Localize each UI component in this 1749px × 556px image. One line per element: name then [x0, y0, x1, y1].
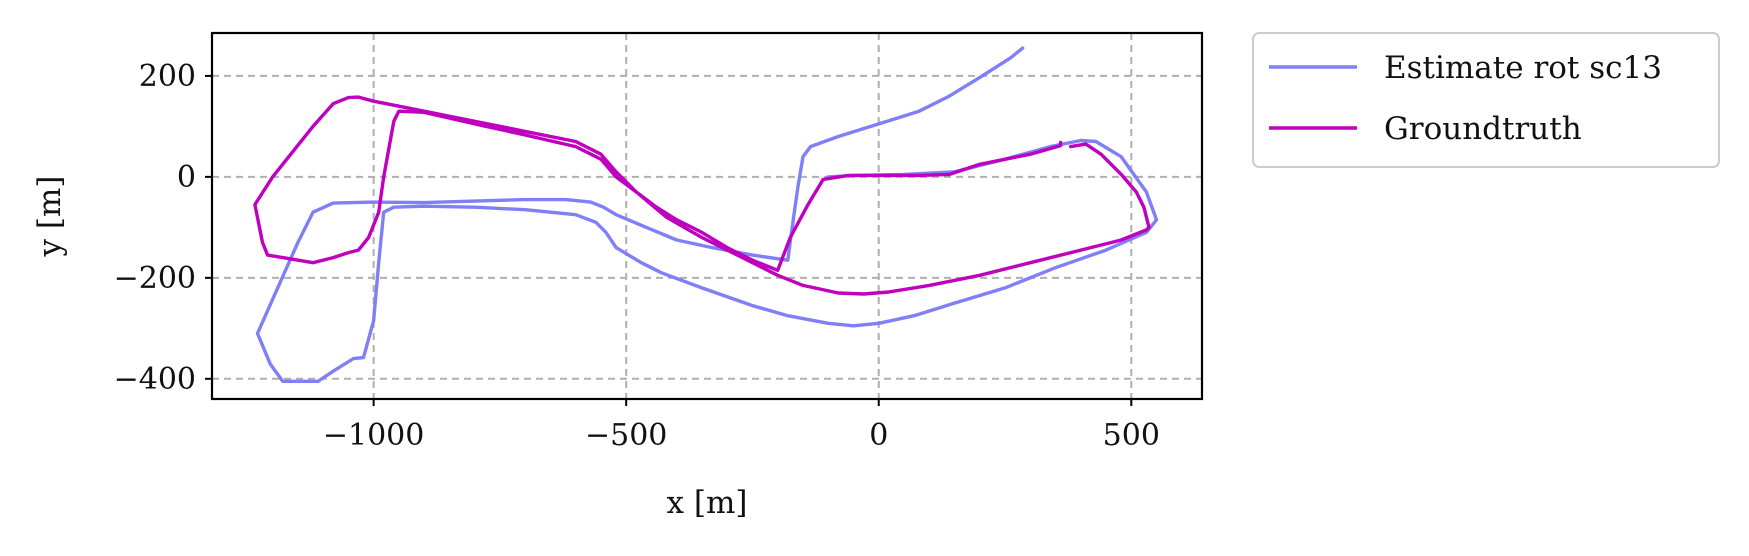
- plot-area-frame: [210, 31, 1204, 401]
- series-layer: [253, 46, 1159, 383]
- x-tick-label: 0: [869, 418, 888, 453]
- series-line-groundtruth: [253, 95, 1151, 296]
- legend-label-estimate: Estimate rot sc13: [1384, 50, 1662, 86]
- tick-layer: −1000 −500 0 500 200 0 −200 −400: [114, 59, 1160, 453]
- x-tick-label: −1000: [323, 418, 424, 453]
- legend-box: [1252, 32, 1720, 168]
- legend: Estimate rot sc13 Groundtruth: [1252, 32, 1720, 168]
- x-tick-label: −500: [585, 418, 667, 453]
- y-tick-label: −400: [114, 362, 196, 397]
- y-tick-label: 0: [177, 160, 196, 195]
- y-axis-label: y [m]: [32, 176, 68, 258]
- x-axis-label: x [m]: [667, 485, 748, 521]
- x-tick-label: 500: [1103, 418, 1160, 453]
- legend-label-groundtruth: Groundtruth: [1384, 111, 1582, 147]
- grid-layer: [212, 33, 1202, 399]
- series-line-estimate: [255, 46, 1159, 383]
- y-tick-label: 200: [139, 59, 196, 94]
- y-tick-label: −200: [114, 261, 196, 296]
